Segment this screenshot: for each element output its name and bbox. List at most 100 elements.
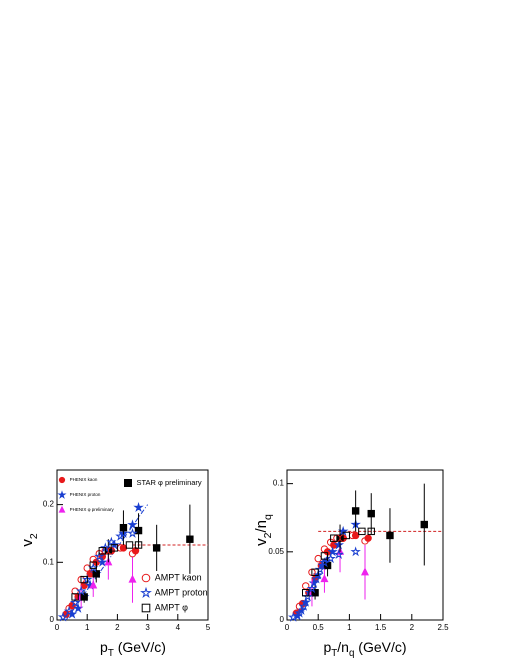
marker: [186, 535, 194, 543]
label-part: /n: [253, 520, 270, 533]
marker: [98, 547, 106, 555]
marker: [128, 574, 137, 583]
legend-marker: [124, 479, 132, 487]
marker: [311, 568, 319, 576]
y-tick-label: 0.2: [43, 500, 55, 509]
marker: [350, 546, 361, 557]
label-part: p: [323, 639, 331, 655]
marker: [97, 556, 108, 567]
x-tick-label: 0: [55, 623, 60, 632]
marker: [319, 557, 330, 568]
label-part: q: [349, 648, 354, 659]
legend-marker: [57, 490, 67, 499]
marker: [298, 600, 310, 611]
label-part: v: [253, 538, 270, 546]
legend-marker: [58, 476, 66, 484]
marker: [134, 541, 143, 549]
marker: [330, 534, 338, 542]
x-tick-label: 2: [410, 623, 415, 632]
marker: [333, 549, 345, 559]
label-part: v: [19, 539, 36, 547]
legend-marker: [141, 573, 151, 583]
x-tick-label: 2.5: [437, 623, 449, 632]
marker: [92, 570, 100, 578]
marker: [94, 551, 105, 561]
legend-label: AMPT proton: [155, 587, 208, 597]
x-tick-label: 0: [285, 623, 290, 632]
marker: [342, 531, 350, 540]
x-axis-label: pT/nq (GeV/c): [323, 639, 406, 659]
marker: [288, 611, 299, 622]
marker: [311, 589, 319, 597]
marker: [351, 507, 360, 515]
x-tick-label: 1: [85, 623, 90, 632]
legend-marker: [140, 586, 152, 599]
legend-label: AMPT kaon: [155, 572, 202, 582]
label-part: T: [331, 648, 337, 659]
marker: [367, 527, 375, 536]
x-tick-label: 0.5: [313, 623, 325, 632]
legend-label: PHENIX proton: [70, 492, 101, 497]
label-part: /n: [337, 639, 349, 655]
marker: [75, 585, 87, 596]
marker: [110, 544, 119, 552]
marker: [314, 564, 326, 574]
marker: [306, 583, 318, 594]
legend-marker: [141, 603, 151, 613]
label-part: p: [100, 639, 108, 655]
marker: [83, 564, 91, 572]
marker: [57, 611, 69, 622]
marker: [65, 604, 73, 613]
marker: [127, 527, 138, 538]
marker: [420, 520, 428, 529]
legend-label: PHENIX kaon: [70, 477, 98, 482]
marker: [89, 561, 97, 569]
marker: [302, 589, 310, 597]
marker: [80, 575, 88, 584]
marker: [358, 527, 366, 536]
marker: [327, 546, 338, 557]
marker: [333, 539, 345, 550]
marker: [361, 537, 369, 545]
marker: [80, 593, 88, 601]
legend-label: AMPT φ: [155, 602, 188, 612]
marker: [63, 605, 75, 616]
legend-label: STAR φ preliminary: [137, 478, 202, 487]
legend-marker: [58, 505, 66, 513]
marker: [314, 554, 322, 563]
label-part: 2: [262, 532, 274, 538]
marker: [320, 574, 329, 583]
label-part: T: [108, 648, 114, 659]
marker: [133, 502, 144, 512]
marker: [69, 597, 81, 608]
y-tick-label: 0.05: [268, 547, 284, 556]
y-axis-label: v2: [19, 533, 40, 547]
y-tick-label: 0: [280, 615, 285, 624]
y-tick-label: 0: [50, 615, 55, 624]
y-tick-label: 0.1: [43, 557, 55, 566]
x-tick-label: 4: [176, 623, 181, 632]
y-tick-label: 0.1: [273, 479, 285, 488]
x-tick-label: 1.5: [375, 623, 387, 632]
marker: [127, 519, 138, 530]
marker: [106, 536, 117, 547]
label-part: (GeV/c): [114, 639, 166, 655]
marker: [294, 607, 305, 618]
label-part: 2: [28, 533, 40, 539]
marker: [128, 549, 137, 558]
marker: [89, 580, 98, 589]
marker: [386, 531, 394, 540]
label-part: (GeV/c): [354, 639, 406, 655]
marker: [360, 567, 370, 576]
label-part: q: [262, 514, 274, 520]
marker: [367, 509, 375, 518]
marker: [115, 530, 126, 541]
marker: [71, 593, 79, 601]
x-tick-label: 1: [347, 623, 352, 632]
marker: [152, 544, 161, 552]
x-tick-label: 5: [206, 623, 211, 632]
marker: [300, 596, 311, 607]
marker: [311, 573, 322, 584]
